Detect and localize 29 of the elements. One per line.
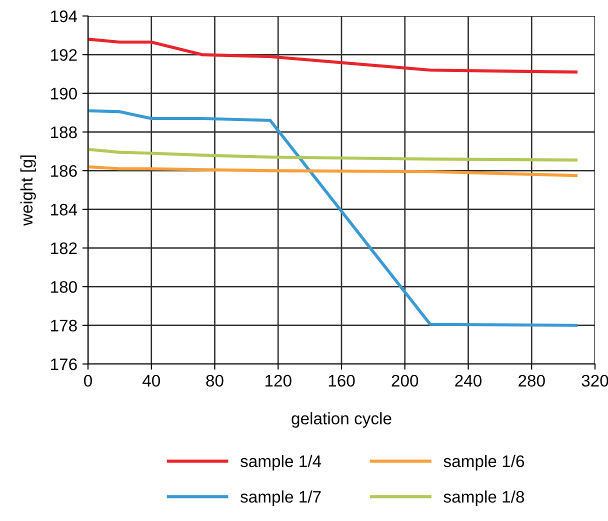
y-tick-label: 190: [51, 88, 77, 100]
legend-label: sample 1/7: [240, 490, 321, 506]
x-tick-label: 120: [265, 374, 292, 387]
x-tick-label: 0: [84, 374, 92, 387]
x-tick-label: 280: [518, 374, 545, 387]
x-tick-label: 160: [328, 374, 355, 387]
y-tick-label: 176: [51, 358, 77, 370]
line-series: [88, 109, 578, 327]
x-axis-title: gelation cycle: [292, 412, 392, 428]
x-tick-label: 320: [582, 374, 608, 387]
y-tick-label: 194: [51, 10, 78, 22]
y-tick-label: 186: [51, 165, 77, 177]
legend-label: sample 1/4: [240, 454, 322, 470]
legend-label: sample 1/6: [444, 454, 524, 470]
y-tick-label: 178: [51, 320, 77, 332]
y-tick-label: 184: [51, 204, 78, 216]
x-tick-label: 40: [142, 374, 160, 387]
line-series: [88, 38, 578, 74]
y-tick-label: 182: [51, 242, 77, 254]
legend-label: sample 1/8: [444, 490, 524, 506]
line-series: [88, 165, 578, 178]
x-tick-label: 240: [455, 374, 482, 387]
y-tick-label: 188: [51, 126, 77, 138]
x-tick-label: 200: [392, 374, 418, 387]
y-tick-label: 180: [51, 281, 77, 293]
y-tick-label: 192: [51, 49, 77, 61]
x-tick-label: 80: [206, 374, 224, 387]
y-axis-title: weight [g]: [20, 156, 36, 226]
line-series: [88, 148, 578, 162]
